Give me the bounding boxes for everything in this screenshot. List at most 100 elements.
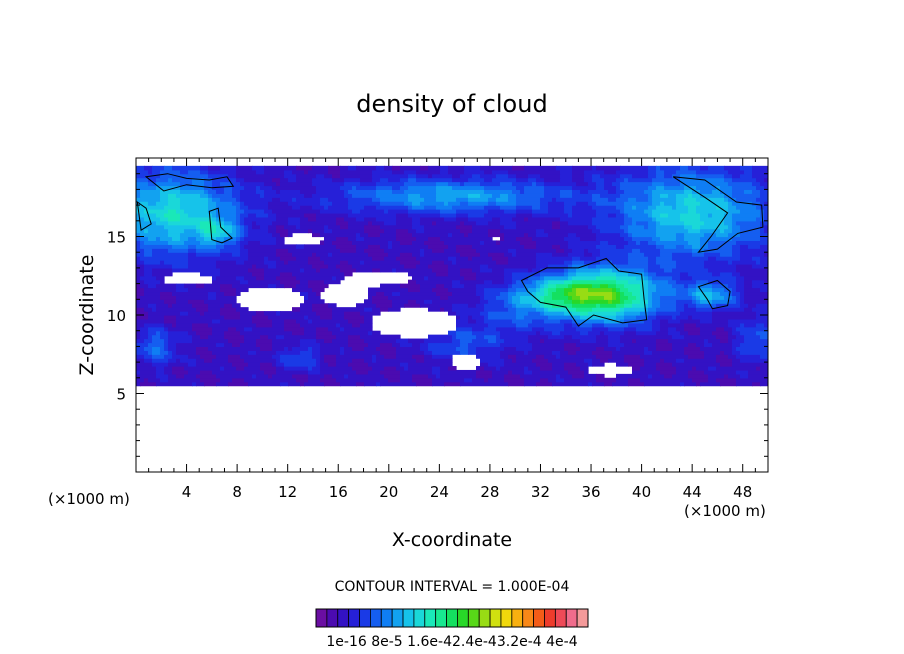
field-cell xyxy=(380,283,401,289)
colorbar-swatch xyxy=(457,608,469,628)
field-cell xyxy=(696,287,713,293)
field-cell xyxy=(228,326,237,332)
field-cell xyxy=(212,326,229,332)
field-cell xyxy=(460,271,477,277)
field-cell xyxy=(180,205,209,210)
field-cell xyxy=(684,283,689,289)
field-cell xyxy=(412,275,425,281)
field-cell xyxy=(488,232,505,238)
field-cell xyxy=(448,267,461,273)
field-cell xyxy=(596,181,605,187)
field-cell xyxy=(492,177,517,183)
field-cell xyxy=(700,244,709,249)
field-cell xyxy=(688,271,713,277)
field-cell xyxy=(316,212,349,218)
field-cell xyxy=(316,326,329,332)
field-cell xyxy=(348,342,369,347)
field-cell xyxy=(752,307,768,312)
field-cell xyxy=(524,165,557,171)
field-cell xyxy=(224,315,241,320)
field-cell xyxy=(192,322,209,328)
field-cell xyxy=(400,369,433,375)
field-cell xyxy=(448,181,461,187)
field-cell xyxy=(216,354,229,359)
field-cell xyxy=(496,260,509,265)
field-cell xyxy=(288,228,309,234)
field-cell xyxy=(356,216,365,222)
field-cell xyxy=(388,244,393,249)
field-cell xyxy=(600,283,609,289)
field-cell xyxy=(648,205,657,210)
field-cell xyxy=(468,177,485,183)
field-cell xyxy=(272,354,281,359)
field-cell xyxy=(432,299,481,304)
field-cell xyxy=(736,295,741,300)
field-cell xyxy=(664,169,677,175)
field-cell xyxy=(480,173,497,179)
field-cell xyxy=(688,240,701,245)
field-cell xyxy=(264,169,285,175)
field-cell xyxy=(660,212,669,218)
field-cell xyxy=(464,165,481,171)
field-cell xyxy=(220,181,233,187)
field-cell xyxy=(592,322,605,328)
field-cell xyxy=(148,283,157,289)
field-cell xyxy=(516,279,533,285)
field-cell xyxy=(648,165,657,171)
field-cell xyxy=(660,303,677,308)
field-cell xyxy=(256,220,273,226)
field-cell xyxy=(532,205,541,210)
field-cell xyxy=(380,369,401,375)
field-cell xyxy=(472,228,489,234)
field-cell xyxy=(660,358,665,363)
field-cell xyxy=(212,193,233,198)
field-cell xyxy=(408,362,453,367)
field-cell xyxy=(500,220,517,226)
field-cell xyxy=(648,220,657,226)
field-cell xyxy=(140,330,149,336)
field-cell xyxy=(300,338,317,344)
field-cell xyxy=(588,248,601,253)
field-cell xyxy=(620,193,649,198)
field-cell xyxy=(188,299,205,304)
field-cell xyxy=(192,326,213,332)
field-cell xyxy=(756,366,761,371)
field-cell xyxy=(660,236,677,242)
field-cell xyxy=(644,295,649,300)
field-cell xyxy=(440,169,449,175)
field-cell xyxy=(612,287,617,293)
field-cell xyxy=(720,362,733,367)
field-cell xyxy=(604,181,613,187)
field-cell xyxy=(656,342,673,347)
field-cell xyxy=(320,315,333,320)
field-cell xyxy=(480,240,485,245)
field-cell xyxy=(640,366,657,371)
field-cell xyxy=(624,212,629,218)
field-cell xyxy=(252,318,273,324)
field-cell xyxy=(632,366,641,371)
field-cell xyxy=(276,240,285,245)
field-cell xyxy=(308,377,321,383)
field-cell xyxy=(136,205,165,210)
field-cell xyxy=(616,373,649,379)
field-cell xyxy=(692,366,697,371)
field-cell xyxy=(240,181,265,187)
field-cell xyxy=(536,283,541,289)
field-cell xyxy=(596,334,609,340)
field-cell xyxy=(464,220,477,226)
field-cell xyxy=(448,287,477,293)
field-cell xyxy=(664,201,677,206)
field-cell xyxy=(572,283,593,289)
field-cell xyxy=(672,252,693,257)
field-cell xyxy=(188,354,201,359)
field-cell xyxy=(632,220,637,226)
field-cell xyxy=(640,354,689,359)
field-cell xyxy=(732,326,737,332)
field-cell xyxy=(380,177,389,183)
field-cell xyxy=(536,240,569,245)
field-cell xyxy=(432,381,445,387)
field-cell xyxy=(456,318,469,324)
field-cell xyxy=(240,279,249,285)
field-cell xyxy=(264,209,273,214)
